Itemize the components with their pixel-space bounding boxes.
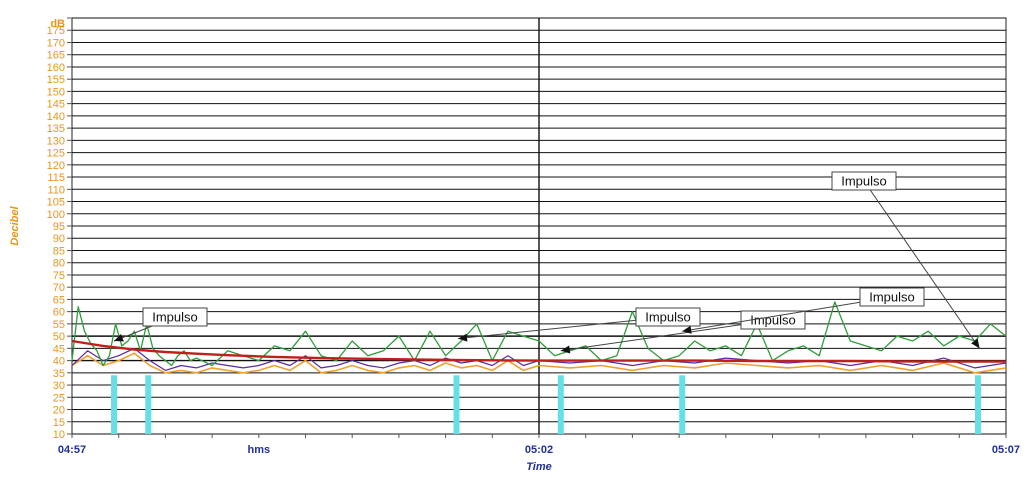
annotation-pointer (682, 296, 893, 332)
series-line-orange (71, 352, 1007, 374)
series-line-red (71, 339, 1006, 363)
y-tick-label: 25 (53, 392, 65, 404)
y-tick-label: 80 (53, 258, 65, 270)
y-tick-label: 60 (53, 307, 65, 319)
y-unit-label: dB (50, 18, 65, 30)
x-tick-label: 05:07 (992, 444, 1020, 456)
annotation-arrowhead (114, 334, 124, 342)
y-tick-label: 10 (53, 429, 65, 441)
y-tick-label: 30 (53, 380, 65, 392)
y-tick-label: 75 (53, 270, 65, 282)
y-tick-label: 130 (47, 135, 65, 147)
y-tick-label: 45 (53, 343, 65, 355)
annotation-label: Impulso (841, 174, 887, 189)
annotation-pointer (863, 180, 980, 349)
impulse-marker (974, 375, 981, 434)
y-tick-label: 100 (47, 209, 65, 221)
y-tick-label: 145 (47, 99, 65, 111)
y-tick-label: 110 (47, 184, 65, 196)
annotation-box (831, 171, 897, 191)
y-tick-label: 35 (53, 368, 65, 380)
annotation-arrowhead (458, 333, 468, 342)
y-tick-label: 70 (53, 282, 65, 294)
y-tick-label: 85 (53, 245, 65, 257)
y-tick-label: 50 (53, 331, 65, 343)
y-tick-label: 15 (53, 417, 65, 429)
y-tick-label: 175 (47, 25, 65, 37)
annotation-box (142, 307, 208, 327)
impulse-marker (557, 375, 564, 434)
y-tick-label: 55 (53, 319, 65, 331)
y-tick-label: 170 (47, 37, 65, 49)
y-tick-label: 40 (53, 356, 65, 368)
annotation-pointer (560, 319, 774, 352)
y-tick-label: 165 (47, 50, 65, 62)
annotation-label: Impulso (152, 310, 198, 325)
y-tick-label: 125 (47, 148, 65, 160)
annotation-label: Impulso (750, 313, 796, 328)
annotation-arrowhead (560, 345, 571, 354)
annotation-label: Impulso (645, 310, 691, 325)
impulse-marker (679, 375, 686, 434)
y-tick-label: 135 (47, 123, 65, 135)
y-tick-label: 155 (47, 74, 65, 86)
y-tick-label: 115 (47, 172, 65, 184)
annotation-box (859, 287, 925, 307)
y-tick-label: 160 (47, 62, 65, 74)
annotation-arrowhead (682, 325, 692, 334)
x-tick-label: 04:57 (58, 444, 86, 456)
x-tick-label: 05:02 (525, 444, 553, 456)
y-tick-label: 120 (47, 160, 65, 172)
y-tick-label: 20 (53, 405, 65, 417)
x-unit-label: hms (247, 444, 270, 456)
y-tick-label: 140 (47, 111, 65, 123)
annotation-arrowhead (971, 338, 980, 349)
y-tick-label: 150 (47, 86, 65, 98)
annotation-box (740, 310, 806, 330)
annotation-label: Impulso (869, 290, 915, 305)
annotation-box (635, 307, 701, 327)
y-tick-label: 65 (53, 294, 65, 306)
y-tick-label: 105 (47, 197, 65, 209)
y-axis-title: Decibel (9, 205, 21, 245)
impulse-marker (145, 375, 152, 434)
y-tick-label: 90 (53, 233, 65, 245)
y-tick-label: 95 (53, 221, 65, 233)
x-axis-title: Time (526, 461, 551, 473)
impulse-marker (111, 375, 118, 434)
annotation-pointer (458, 316, 669, 340)
impulse-marker (453, 375, 460, 434)
